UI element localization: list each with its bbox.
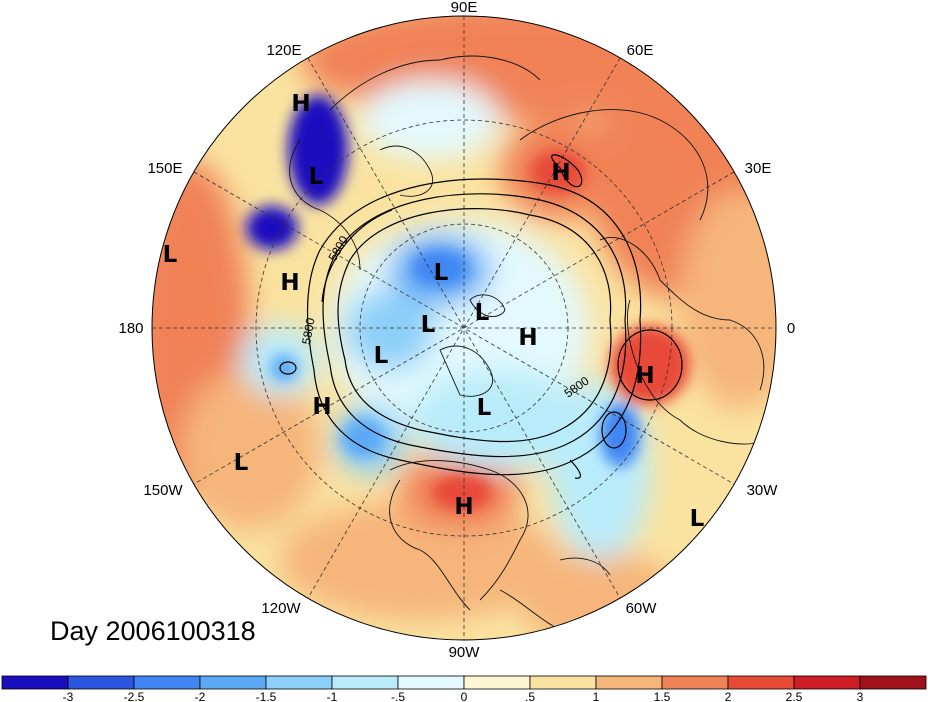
colorbar-tick-label: 1 <box>593 690 600 702</box>
colorbar-segment <box>133 675 201 690</box>
anomaly-field <box>152 16 776 640</box>
lon-label-120w: 120W <box>261 600 301 617</box>
colorbar-tick-label: -2 <box>195 690 206 702</box>
lon-label-150e: 150E <box>147 160 182 177</box>
graticule <box>152 16 776 640</box>
low-marker: L <box>434 260 449 286</box>
high-marker: H <box>280 270 299 296</box>
low-marker: L <box>309 164 324 190</box>
high-marker: H <box>291 91 310 117</box>
low-marker: L <box>690 506 705 532</box>
lon-label-0: 0 <box>787 320 795 337</box>
date-title: Day 2006100318 <box>50 616 256 646</box>
colorbar-tick-label: .5 <box>525 690 535 702</box>
low-marker: L <box>234 450 249 476</box>
colorbar-segment <box>661 675 729 690</box>
colorbar-segment <box>265 675 333 690</box>
colorbar-segment <box>793 675 861 690</box>
colorbar-segment <box>529 675 597 690</box>
low-marker: L <box>374 343 389 369</box>
lon-label-150w: 150W <box>143 482 183 499</box>
map-border <box>151 15 777 641</box>
lon-label-30w: 30W <box>747 482 779 499</box>
lon-label-60w: 60W <box>626 600 658 617</box>
colorbar-tick-label: -.5 <box>391 690 405 702</box>
coastlines <box>289 55 771 631</box>
low-marker: L <box>421 312 436 338</box>
colorbar-segment <box>67 675 135 690</box>
lon-label-90w: 90W <box>449 644 481 661</box>
high-marker: H <box>518 325 537 351</box>
lon-label-120e: 120E <box>266 42 301 59</box>
colorbar-tick-label: -2.5 <box>124 690 145 702</box>
high-marker: H <box>312 394 331 420</box>
colorbar-tick-label: -1.5 <box>256 690 277 702</box>
colorbar-segment <box>859 675 927 690</box>
low-marker: L <box>163 242 178 268</box>
lon-label-30e: 30E <box>745 160 772 177</box>
lon-label-60e: 60E <box>627 42 654 59</box>
colorbar-tick-label: -3 <box>63 690 74 702</box>
lon-label-90e: 90E <box>451 0 478 16</box>
height-contours <box>279 154 683 479</box>
high-marker: H <box>551 160 570 186</box>
colorbar-tick-label: -1 <box>327 690 338 702</box>
colorbar-tick-label: 3 <box>857 690 864 702</box>
colorbar-segment <box>397 675 465 690</box>
low-marker: L <box>475 300 490 326</box>
colorbar-segment <box>199 675 267 690</box>
high-marker: H <box>454 494 473 520</box>
colorbar-tick-label: 2 <box>725 690 732 702</box>
colorbar: -3 -2.5 -2 -1.5 -1 -.5 0 .5 1 1.5 2 2.5 3 <box>1 675 927 702</box>
low-marker: L <box>477 395 492 421</box>
colorbar-segment <box>595 675 663 690</box>
colorbar-tick-label: 0 <box>461 690 468 702</box>
lon-label-180: 180 <box>118 320 143 337</box>
colorbar-segment <box>463 675 531 690</box>
colorbar-segment <box>727 675 795 690</box>
colorbar-segment <box>1 675 69 690</box>
contour-label-5800: 5800 <box>299 316 317 345</box>
colorbar-segment <box>331 675 399 690</box>
colorbar-tick-label: 2.5 <box>786 690 803 702</box>
high-marker: H <box>635 363 654 389</box>
colorbar-tick-label: 1.5 <box>654 690 671 702</box>
